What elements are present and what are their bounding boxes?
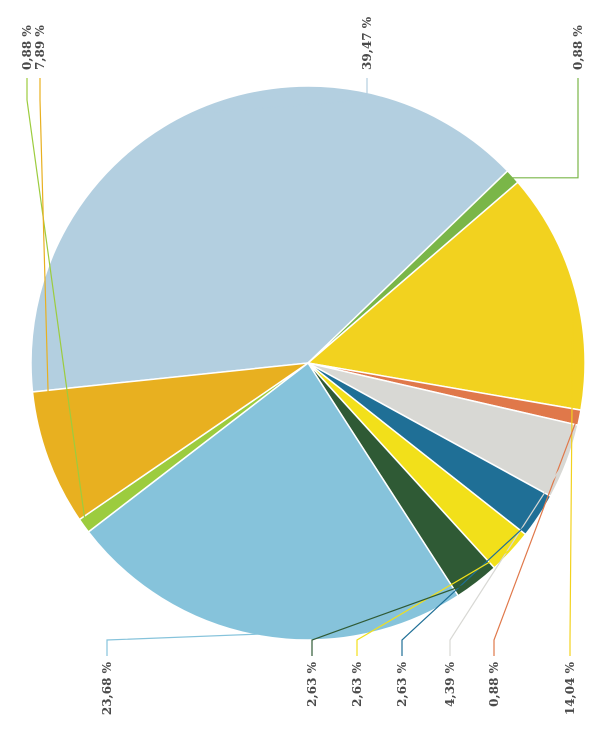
slice-labels: 39,47 % 0,88 % 14,04 % 0,88 % 4,39 % 2,63 % 2,…: [20, 16, 585, 715]
data-label-4: 0,88 %: [487, 661, 501, 706]
leader-line-1: [191, 78, 368, 115]
leader-lines: [26, 78, 579, 656]
leader-line-6: [401, 514, 538, 656]
pie-slice-9: [87, 361, 460, 641]
data-label-11: 7,89 %: [33, 25, 47, 70]
data-label-1: 39,47 %: [360, 16, 374, 70]
data-label-2: 0,88 %: [571, 25, 585, 70]
leader-line-8: [311, 580, 476, 656]
data-label-7: 2,63 %: [350, 661, 364, 706]
pie-slice-11: [31, 362, 309, 521]
data-label-3: 14,04 %: [563, 661, 577, 715]
pie-slices: [30, 85, 586, 641]
data-label-5: 4,39 %: [443, 661, 457, 706]
pie-slice-1: [30, 85, 509, 393]
data-label-9: 23,68 %: [100, 661, 114, 715]
leader-line-7: [356, 549, 510, 656]
leader-line-4: [493, 417, 579, 656]
leader-line-2: [511, 78, 579, 179]
leader-line-9: [106, 633, 262, 656]
leader-line-10: [26, 78, 87, 525]
leader-line-5: [449, 460, 566, 656]
data-label-6: 2,63 %: [395, 661, 409, 706]
leader-line-11: [39, 78, 51, 459]
data-label-10: 0,88 %: [20, 25, 34, 70]
pie-slice-3: [306, 181, 586, 412]
leader-line-3: [569, 289, 574, 656]
data-label-8: 2,63 %: [305, 661, 319, 706]
